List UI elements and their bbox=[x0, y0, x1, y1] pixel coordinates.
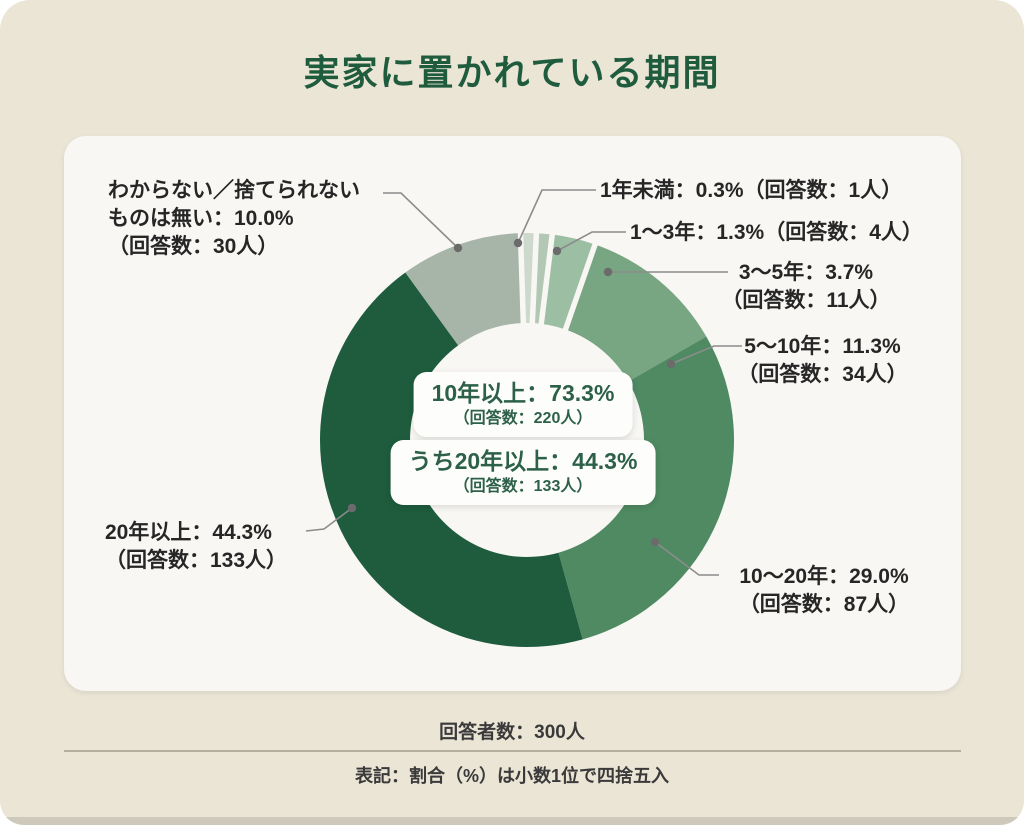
label-under-1yr-line1: 1年未満：0.3%（回答数：1人） bbox=[600, 179, 903, 202]
respondents-total: 回答者数：300人 bbox=[439, 722, 585, 743]
slice-gap bbox=[529, 224, 540, 333]
leader-dot bbox=[650, 537, 660, 547]
label-3-5yr-line1: 3〜5年：3.7% bbox=[738, 261, 874, 284]
label-5-10yr-line1: 5〜10年：11.3% bbox=[744, 335, 901, 358]
label-3-5yr-line2: （回答数：11人） bbox=[721, 289, 891, 312]
label-under-1yr: 1年未満：0.3%（回答数：1人） bbox=[600, 177, 902, 205]
label-over-20yr-line1: 20年以上：44.3% bbox=[105, 521, 272, 544]
label-5-10yr: 5〜10年：11.3% （回答数：34人） bbox=[715, 333, 930, 389]
leader-line bbox=[517, 189, 596, 244]
leader-dot bbox=[603, 267, 613, 277]
center-annotation-over-20yr-value: うち20年以上：44.3% bbox=[408, 448, 638, 474]
label-unknown-line3: （回答数：30人） bbox=[108, 235, 279, 258]
leader-dot bbox=[552, 246, 562, 256]
leader-dot bbox=[513, 238, 523, 248]
pie-slice-7 bbox=[405, 233, 524, 346]
leader-line bbox=[383, 192, 459, 249]
label-10-20yr: 10〜20年：29.0% （回答数：87人） bbox=[713, 563, 935, 619]
leader-line bbox=[670, 345, 742, 365]
center-annotation-over-10yr-value: 10年以上：73.3% bbox=[431, 380, 615, 406]
leader-line bbox=[305, 507, 353, 532]
page-title: 実家に置かれている期間 bbox=[303, 52, 721, 93]
label-over-20yr-line2: （回答数：133人） bbox=[105, 549, 288, 572]
slice-gap bbox=[559, 235, 601, 339]
leader-line bbox=[654, 541, 719, 576]
label-1-3yr: 1〜3年：1.3%（回答数：4人） bbox=[630, 219, 923, 247]
leader-dot bbox=[453, 243, 463, 253]
pie-slice-4 bbox=[565, 244, 707, 382]
center-annotation-over-10yr-count: （回答数：220人） bbox=[453, 410, 593, 427]
label-5-10yr-line2: （回答数：34人） bbox=[737, 363, 908, 386]
rounding-note: 表記：割合（%）は小数1位で四捨五入 bbox=[354, 766, 669, 786]
leader-dot bbox=[347, 503, 357, 513]
center-annotation-over-20yr: うち20年以上：44.3% （回答数：133人） bbox=[390, 440, 656, 505]
label-10-20yr-line1: 10〜20年：29.0% bbox=[739, 565, 909, 588]
label-unknown: わからない／捨てられない ものは無い：10.0% （回答数：30人） bbox=[108, 177, 360, 261]
label-unknown-line2: ものは無い：10.0% bbox=[108, 207, 294, 230]
leader-line bbox=[556, 231, 626, 252]
pie-slice-6 bbox=[320, 272, 583, 647]
label-1-3yr-line1: 1〜3年：1.3%（回答数：4人） bbox=[630, 221, 923, 244]
leader-dot bbox=[666, 359, 676, 369]
center-annotation-over-10yr: 10年以上：73.3% （回答数：220人） bbox=[413, 372, 633, 437]
slice-gap bbox=[537, 225, 557, 334]
label-3-5yr: 3〜5年：3.7% （回答数：11人） bbox=[700, 259, 912, 315]
center-annotation-over-20yr-count: （回答数：133人） bbox=[453, 478, 593, 495]
pie-slice-3 bbox=[541, 234, 596, 330]
label-over-20yr: 20年以上：44.3% （回答数：133人） bbox=[105, 519, 287, 575]
footer-divider bbox=[64, 750, 961, 752]
label-10-20yr-line2: （回答数：87人） bbox=[738, 593, 910, 616]
label-unknown-line1: わからない／捨てられない bbox=[108, 179, 360, 202]
bottom-edge-strip bbox=[0, 817, 1024, 825]
